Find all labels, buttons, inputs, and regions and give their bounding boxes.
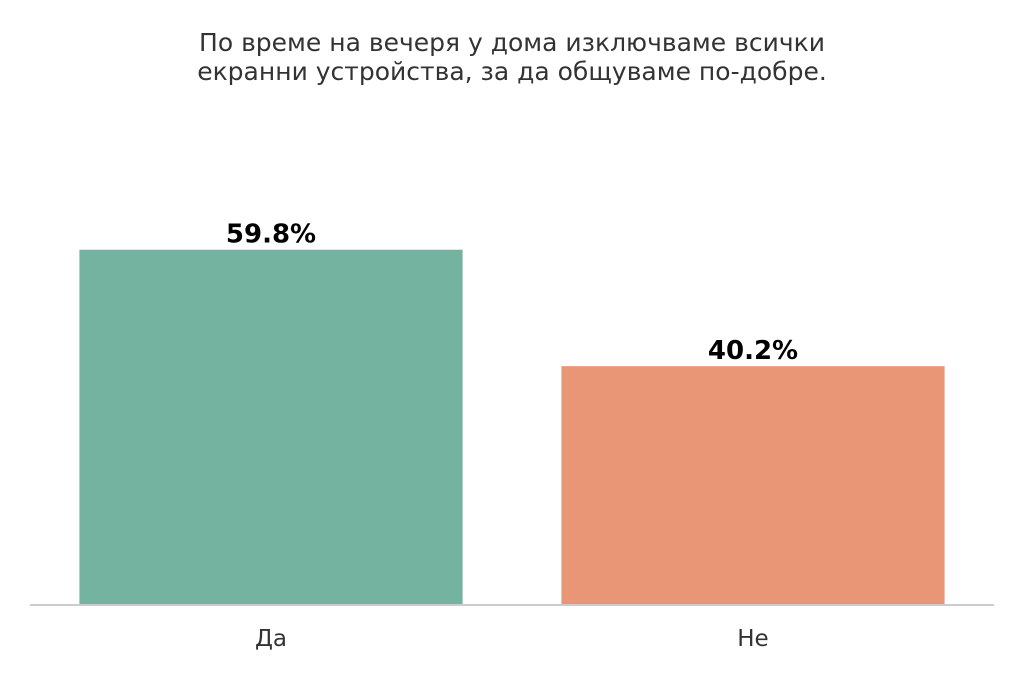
value-label-2: 40.2% <box>708 336 798 366</box>
value-label-1: 59.8% <box>226 220 316 250</box>
x-tick-label-1: Да <box>255 626 287 652</box>
chart-title-line-2: екранни устройства, за да общуваме по-до… <box>197 57 827 86</box>
value-labels-group: 59.8% 40.2% <box>226 220 798 366</box>
x-tick-labels-group: Да Не <box>255 626 769 652</box>
x-tick-label-2: Не <box>737 626 768 652</box>
chart-title: По време на вечеря у дома изключваме вси… <box>197 28 827 86</box>
bar-2 <box>561 366 945 605</box>
bar-1 <box>79 249 463 605</box>
bars-group <box>79 249 945 605</box>
chart-title-line-1: По време на вечеря у дома изключваме вси… <box>199 28 825 57</box>
